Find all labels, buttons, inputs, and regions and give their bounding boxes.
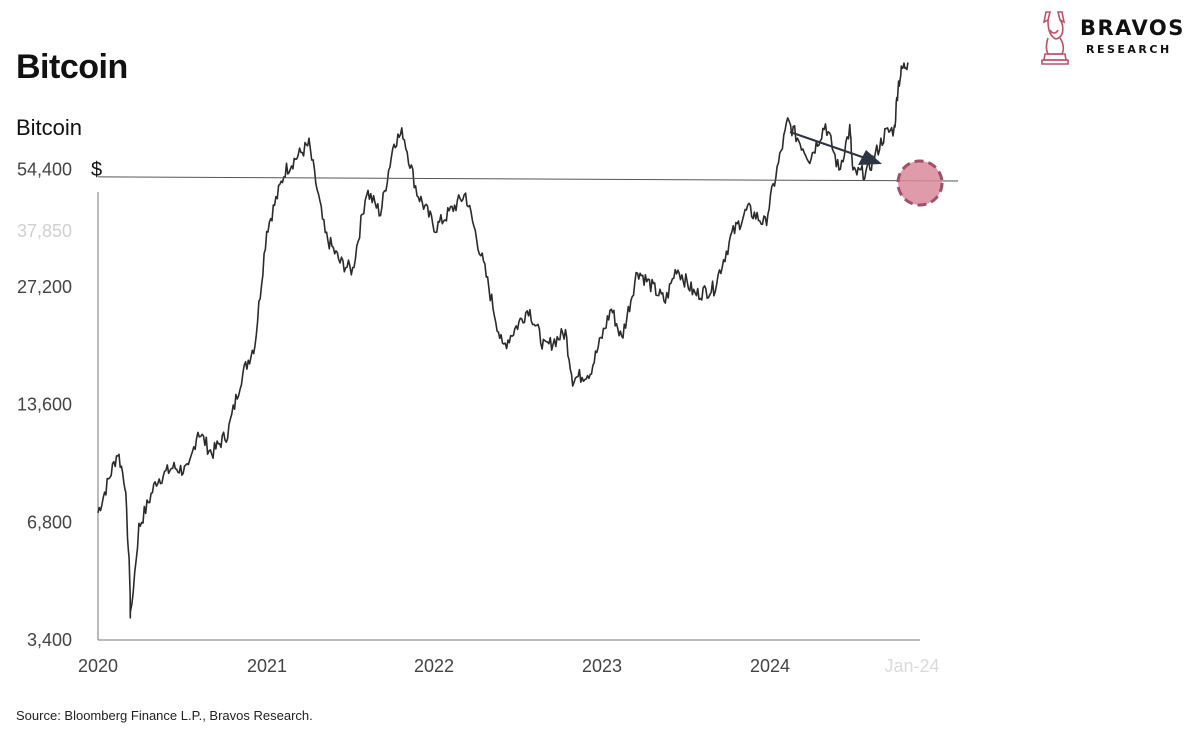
arrow-shaft — [789, 130, 869, 161]
x-tick-label: 2021 — [247, 656, 287, 676]
y-tick-label: 13,600 — [17, 395, 72, 415]
x-tick-label: 2022 — [414, 656, 454, 676]
y-tick-label: 27,200 — [17, 277, 72, 297]
bitcoin-price-line — [97, 62, 909, 619]
resistance-trendline — [97, 176, 959, 182]
plot-area — [97, 62, 909, 619]
y-tick-labels: 3,400 6,800 13,600 27,200 54,400 37,850 — [17, 159, 72, 650]
x-tick-label: 2023 — [582, 656, 622, 676]
logo-tagline: RESEARCH — [1086, 43, 1172, 56]
chart-subtitle: Bitcoin — [16, 115, 83, 140]
knight-chess-piece-icon — [1041, 11, 1069, 65]
bravos-logo: BRAVOS RESEARCH — [1036, 8, 1196, 72]
y-tick-label-faded: 37,850 — [17, 221, 72, 241]
source-note: Source: Bloomberg Finance L.P., Bravos R… — [16, 708, 313, 723]
y-tick-label: 6,800 — [27, 512, 72, 532]
annotations — [97, 130, 959, 207]
arrow-head — [858, 150, 882, 165]
logo-wordmark: BRAVOS — [1080, 16, 1185, 40]
x-tick-label: 2020 — [78, 656, 118, 676]
highlight-circle — [896, 159, 944, 207]
y-tick-label: 3,400 — [27, 630, 72, 650]
x-tick-label: 2024 — [750, 656, 790, 676]
x-tick-labels: 2020 2021 2022 2023 2024 Jan-24 — [78, 656, 940, 676]
x-tick-label-faded: Jan-24 — [884, 656, 939, 676]
y-axis-unit-label: $ — [91, 159, 102, 181]
page-title: Bitcoin — [16, 48, 128, 86]
y-tick-label: 54,400 — [17, 159, 72, 179]
